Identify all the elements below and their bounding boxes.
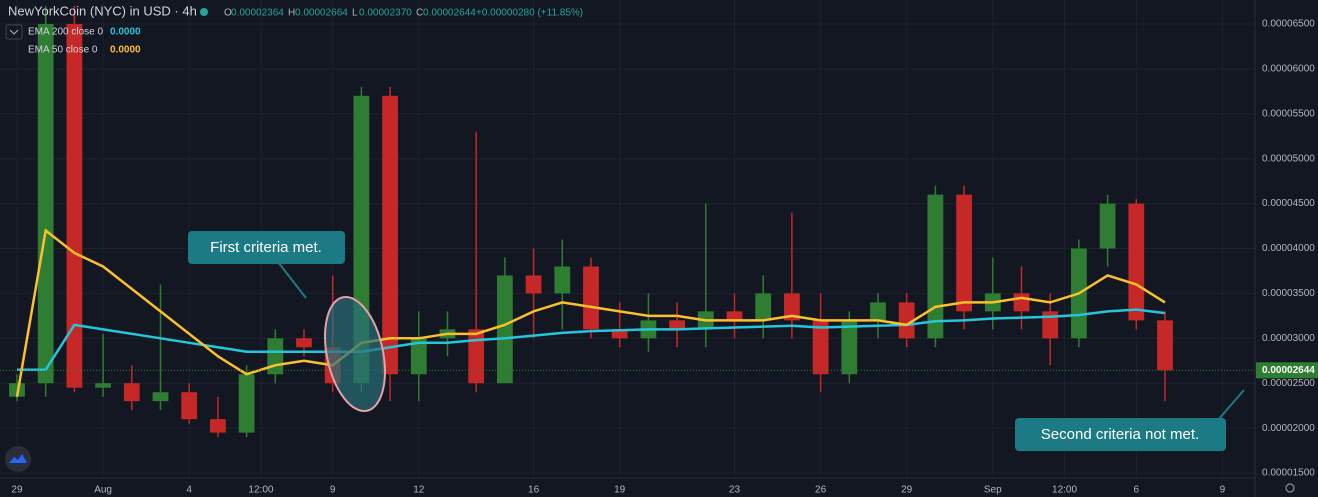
candle-body bbox=[956, 194, 972, 312]
callout bbox=[1015, 418, 1226, 451]
candle-body bbox=[238, 374, 255, 433]
candle-body bbox=[181, 392, 198, 420]
candle-body bbox=[554, 266, 571, 294]
legend-value: 0.0000 bbox=[110, 45, 141, 56]
candle-body bbox=[123, 383, 140, 402]
candle-body bbox=[870, 302, 886, 321]
candle-body bbox=[209, 419, 226, 433]
annotations: First criteria met. Second criteria not … bbox=[188, 231, 1245, 451]
x-tick-label: 9 bbox=[330, 485, 336, 496]
ohlc-value: 0.00002370 bbox=[359, 8, 412, 19]
candle-body bbox=[410, 338, 427, 375]
ema-line bbox=[15, 228, 1166, 397]
candle-body bbox=[1099, 203, 1116, 249]
ohlc-header: O 0.00002364 H 0.00002664 L 0.00002370 C 0.0000… bbox=[224, 8, 583, 19]
y-tick-label: 0.00001500 bbox=[1262, 468, 1315, 479]
ema-line bbox=[16, 308, 1166, 371]
legend-name: EMA 50 close 0 bbox=[28, 45, 98, 56]
y-tick-label: 0.00004500 bbox=[1262, 198, 1315, 209]
candle-body bbox=[1157, 320, 1173, 371]
ohlc-key: H bbox=[288, 8, 295, 19]
last-price-label: 0.00002644 bbox=[1262, 365, 1315, 376]
y-tick-label: 0.00002000 bbox=[1262, 423, 1315, 434]
candle-body bbox=[37, 23, 54, 384]
x-tick-label: 16 bbox=[528, 485, 540, 496]
callout-arrow bbox=[1217, 389, 1245, 421]
annotation: First criteria met. bbox=[210, 239, 322, 256]
candle-body bbox=[841, 320, 858, 375]
x-tick-label: 12:00 bbox=[248, 485, 273, 496]
x-tick-label: 9 bbox=[1220, 485, 1226, 496]
settings-icon[interactable] bbox=[1285, 483, 1295, 493]
candle-body bbox=[66, 23, 83, 388]
y-tick-label: 0.00003000 bbox=[1262, 333, 1315, 344]
x-tick-label: Sep bbox=[984, 485, 1002, 496]
candle-body bbox=[95, 383, 111, 388]
x-tick-label: 29 bbox=[901, 485, 913, 496]
candle-body bbox=[296, 338, 312, 348]
status-dot bbox=[200, 8, 208, 16]
callout bbox=[188, 231, 345, 264]
ohlc-value: 0.00002644 bbox=[423, 8, 476, 19]
candle-body bbox=[525, 275, 542, 294]
candle-body bbox=[583, 266, 599, 330]
ohlc-key: C bbox=[416, 8, 423, 19]
y-tick-label: 0.00006500 bbox=[1262, 19, 1315, 30]
logo bbox=[5, 446, 31, 472]
candle-body bbox=[497, 275, 513, 384]
candle-body bbox=[382, 95, 398, 375]
x-tick-label: Aug bbox=[94, 485, 112, 496]
candle-body bbox=[755, 293, 772, 321]
y-tick-label: 0.00006000 bbox=[1262, 64, 1315, 75]
header: NewYorkCoin (NYC) in USD · 4h O 0.0000236… bbox=[5, 3, 583, 56]
ohlc-change: +0.00000280 (+11.85%) bbox=[476, 8, 583, 19]
y-tick-label: 0.00002500 bbox=[1262, 378, 1315, 389]
chevron bbox=[9, 29, 19, 35]
collapse-button[interactable] bbox=[5, 24, 23, 40]
legend-name: EMA 200 close 0 bbox=[28, 27, 103, 38]
candle-body bbox=[726, 311, 743, 321]
candle-body bbox=[898, 302, 915, 339]
plot bbox=[0, 6, 1255, 438]
legend: EMA 200 close 0 0.0000 EMA 50 close 0 0.000… bbox=[28, 27, 141, 56]
y-tick-label: 0.00005000 bbox=[1262, 153, 1315, 164]
callout-arrow bbox=[277, 261, 307, 299]
y-tick-label: 0.00003500 bbox=[1262, 288, 1315, 299]
candle-body bbox=[812, 320, 829, 375]
logo-icon bbox=[9, 454, 27, 463]
x-tick-label: 23 bbox=[729, 485, 741, 496]
candle-body bbox=[1128, 203, 1145, 321]
chart-title: NewYorkCoin (NYC) in USD · 4h bbox=[8, 3, 197, 18]
annotation: Second criteria not met. bbox=[1041, 426, 1199, 443]
candle-body bbox=[1013, 293, 1030, 312]
legend-value: 0.0000 bbox=[110, 27, 141, 38]
logo-bg bbox=[5, 446, 31, 472]
candle-body bbox=[468, 329, 485, 384]
x-tick-label: 4 bbox=[186, 485, 192, 496]
candle-body bbox=[784, 293, 800, 321]
candle-body bbox=[927, 194, 944, 339]
candle-body bbox=[267, 338, 284, 375]
candle-body bbox=[669, 320, 685, 330]
ohlc-value: 0.00002664 bbox=[295, 8, 348, 19]
x-tick-label: 19 bbox=[614, 485, 626, 496]
y-tick-label: 0.00005500 bbox=[1262, 108, 1315, 119]
x-tick-label: 26 bbox=[815, 485, 827, 496]
last-price-box bbox=[1256, 362, 1318, 379]
candle-body bbox=[152, 392, 169, 402]
ohlc-key: O bbox=[224, 8, 232, 19]
candle-body bbox=[611, 329, 628, 339]
y-tick-label: 0.00004000 bbox=[1262, 243, 1315, 254]
x-tick-label: 6 bbox=[1134, 485, 1140, 496]
x-tick-label: 29 bbox=[11, 485, 23, 496]
x-tick-label: 12:00 bbox=[1052, 485, 1077, 496]
ohlc-value: 0.00002364 bbox=[231, 8, 284, 19]
x-tick-label: 12 bbox=[413, 485, 425, 496]
highlight-ellipse bbox=[324, 295, 386, 413]
ohlc-key: L bbox=[352, 8, 358, 19]
